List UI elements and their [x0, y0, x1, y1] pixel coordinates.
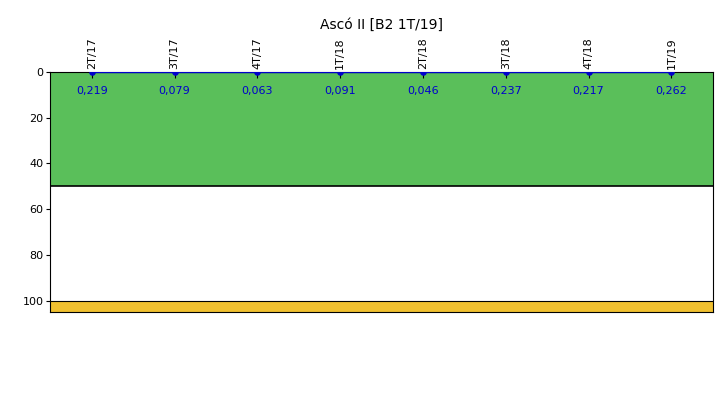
Text: 0,219: 0,219 [76, 86, 108, 96]
Title: Ascó II [B2 1T/19]: Ascó II [B2 1T/19] [320, 18, 443, 32]
Text: 0,262: 0,262 [655, 86, 688, 96]
Point [666, 69, 678, 75]
Bar [50, 72, 713, 186]
Legend: B2 <= 50, 50 < B2 <= 100, B2 > 100: B2 <= 50, 50 < B2 <= 100, B2 > 100 [199, 395, 564, 400]
Point [500, 69, 511, 75]
Text: 0,091: 0,091 [325, 86, 356, 96]
Bar [50, 300, 713, 312]
Text: 0,079: 0,079 [158, 86, 191, 96]
Point [169, 69, 181, 75]
Point [418, 69, 429, 75]
Text: 0,063: 0,063 [242, 86, 273, 96]
Text: 0,217: 0,217 [572, 86, 605, 96]
Point [252, 69, 264, 75]
Text: 0,237: 0,237 [490, 86, 522, 96]
Point [582, 69, 594, 75]
Text: 0,046: 0,046 [408, 86, 438, 96]
Point [86, 69, 98, 75]
Point [334, 69, 346, 75]
Bar [50, 186, 713, 300]
